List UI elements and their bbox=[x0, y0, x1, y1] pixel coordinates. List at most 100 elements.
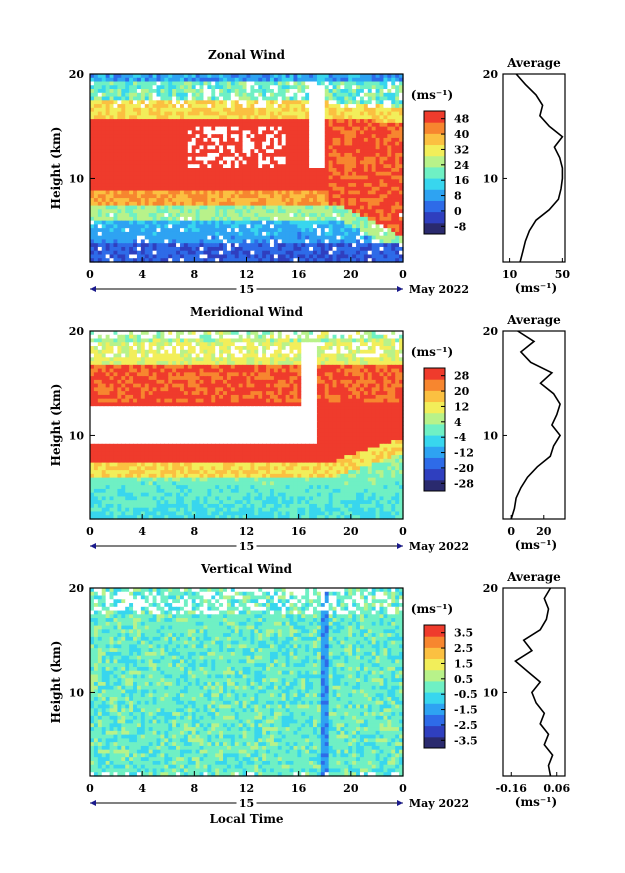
heatmap-cell bbox=[336, 334, 341, 340]
heatmap-cell bbox=[133, 201, 138, 207]
heatmap-cell bbox=[93, 231, 99, 237]
heatmap-cell bbox=[399, 258, 404, 263]
heatmap-cell bbox=[133, 364, 138, 370]
heatmap-cell bbox=[336, 175, 341, 180]
heatmap-cell bbox=[395, 250, 400, 256]
heatmap-cell bbox=[238, 205, 244, 210]
heatmap-cell bbox=[344, 357, 349, 362]
heatmap-cell bbox=[219, 156, 224, 162]
heatmap-cell bbox=[332, 368, 338, 373]
heatmap-cell bbox=[293, 77, 298, 83]
heatmap-cell bbox=[238, 92, 244, 98]
heatmap-cell bbox=[203, 239, 208, 244]
heatmap-cell bbox=[105, 164, 111, 169]
heatmap-cell bbox=[340, 111, 345, 116]
heatmap-cell bbox=[387, 338, 392, 343]
heatmap-cell bbox=[289, 130, 295, 135]
colorbar-tick-label: 40 bbox=[454, 128, 470, 141]
heatmap-cell bbox=[164, 254, 169, 259]
heatmap-cell bbox=[238, 342, 244, 347]
heatmap-cell bbox=[215, 357, 220, 362]
heatmap-cell bbox=[191, 134, 197, 139]
heatmap-cell bbox=[136, 149, 142, 154]
heatmap-cell bbox=[168, 361, 173, 366]
heatmap-cell bbox=[301, 334, 306, 340]
heatmap-cell bbox=[152, 346, 158, 351]
heatmap-cell bbox=[136, 213, 142, 218]
heatmap-cell bbox=[277, 346, 283, 351]
heatmap-cell bbox=[129, 107, 134, 113]
heatmap-cell bbox=[273, 111, 279, 116]
heatmap-cell bbox=[316, 164, 322, 169]
heatmap-cell bbox=[179, 235, 185, 241]
heatmap-cell bbox=[223, 156, 228, 162]
heatmap-cell bbox=[207, 368, 212, 373]
heatmap-cell bbox=[101, 338, 107, 343]
heatmap-cell bbox=[90, 111, 95, 116]
heatmap-cell bbox=[254, 175, 259, 180]
heatmap-cell bbox=[313, 160, 318, 165]
heatmap-cell bbox=[176, 149, 181, 154]
heatmap-cell bbox=[297, 368, 302, 373]
heatmap-cell bbox=[285, 85, 291, 90]
heatmap-cell bbox=[363, 224, 369, 229]
heatmap-cell bbox=[199, 81, 205, 86]
heatmap-cell bbox=[359, 209, 365, 214]
heatmap-cell bbox=[367, 183, 373, 188]
heatmap-cell bbox=[199, 186, 205, 192]
heatmap-cell bbox=[242, 361, 248, 366]
heatmap-cell bbox=[250, 361, 255, 366]
heatmap-cell bbox=[121, 89, 126, 94]
heatmap-cell bbox=[367, 156, 373, 162]
heatmap-cell bbox=[191, 85, 197, 90]
heatmap-cell bbox=[277, 213, 283, 218]
heatmap-cell bbox=[277, 89, 283, 94]
heatmap-cell bbox=[129, 179, 134, 184]
heatmap-cell bbox=[277, 228, 283, 233]
heatmap-cell bbox=[344, 126, 349, 131]
heatmap-cell bbox=[254, 198, 259, 203]
heatmap-cell bbox=[242, 141, 248, 147]
heatmap-cell bbox=[179, 361, 185, 366]
heatmap-cell bbox=[348, 254, 353, 259]
heatmap-cell bbox=[219, 353, 224, 358]
heatmap-cell bbox=[172, 179, 177, 184]
heatmap-cell bbox=[375, 168, 381, 173]
heatmap-cell bbox=[328, 201, 334, 207]
heatmap-cell bbox=[289, 156, 295, 162]
heatmap-cell bbox=[246, 190, 252, 195]
heatmap-cell bbox=[117, 349, 122, 355]
heatmap-cell bbox=[316, 89, 322, 94]
heatmap-cell bbox=[238, 224, 244, 229]
heatmap-cell bbox=[383, 209, 388, 214]
heatmap-cell bbox=[313, 361, 318, 366]
heatmap-cell bbox=[324, 122, 330, 128]
heatmap-cell bbox=[262, 254, 267, 259]
heatmap-cell bbox=[250, 152, 255, 158]
heatmap-cell bbox=[105, 168, 111, 173]
heatmap-cell bbox=[195, 175, 201, 180]
heatmap-cell bbox=[324, 74, 330, 79]
heatmap-cell bbox=[359, 183, 365, 188]
heatmap-cell bbox=[269, 104, 275, 109]
heatmap-cell bbox=[199, 122, 205, 128]
heatmap-cell bbox=[179, 100, 185, 105]
heatmap-cell bbox=[289, 346, 295, 351]
heatmap-cell bbox=[152, 137, 158, 143]
heatmap-cell bbox=[262, 89, 267, 94]
heatmap-cell bbox=[140, 258, 146, 263]
heatmap-cell bbox=[375, 107, 381, 113]
heatmap-cell bbox=[242, 239, 248, 244]
heatmap-cell bbox=[258, 100, 263, 105]
heatmap-cell bbox=[324, 243, 330, 248]
heatmap-cell bbox=[379, 96, 385, 101]
heatmap-cell bbox=[262, 152, 267, 158]
heatmap-cell bbox=[242, 160, 248, 165]
heatmap-cell bbox=[336, 235, 341, 241]
heatmap-cell bbox=[328, 224, 334, 229]
heatmap-cell bbox=[379, 145, 385, 150]
heatmap-cell bbox=[156, 201, 162, 207]
heatmap-cell bbox=[258, 186, 263, 192]
heatmap-cell bbox=[140, 126, 146, 131]
heatmap-cell bbox=[203, 100, 208, 105]
